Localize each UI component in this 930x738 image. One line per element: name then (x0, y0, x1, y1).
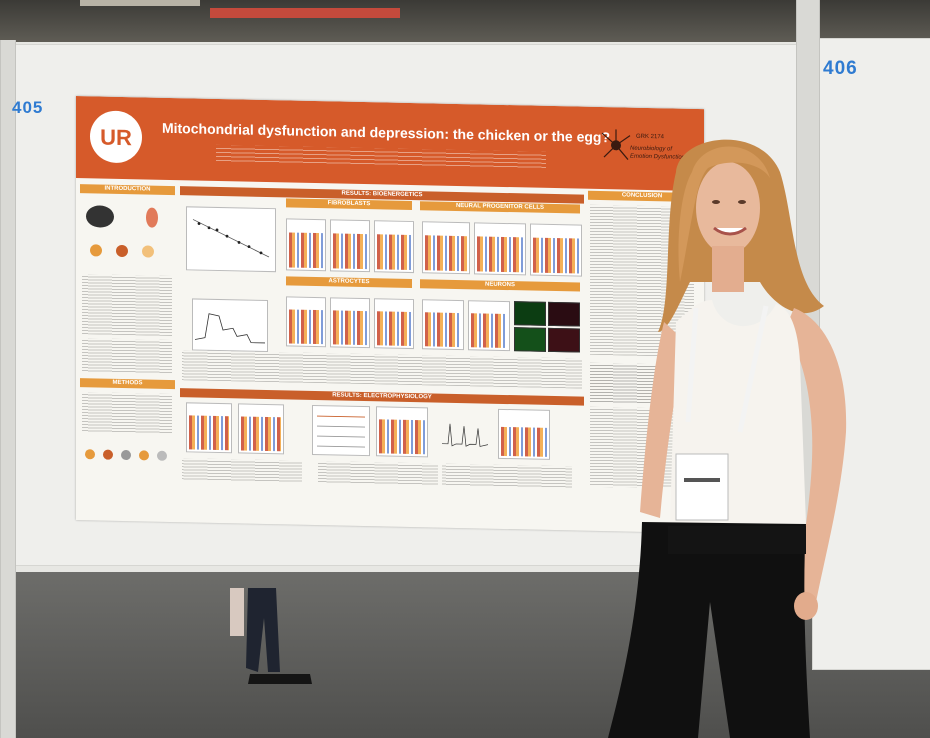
poster-title: Mitochondrial dysfunction and depression… (161, 119, 611, 146)
methods-text (82, 392, 172, 435)
npc-plot-2 (474, 222, 526, 276)
brain-mitochondria-icon (86, 205, 158, 258)
neuron-icon (601, 129, 631, 160)
presenter-figure (608, 139, 847, 738)
astrocyte-plot-1 (286, 296, 326, 348)
ephys-plot-2 (238, 403, 284, 455)
ephys-text-1 (182, 458, 302, 483)
spike-trace (442, 419, 489, 451)
methods-diagram (82, 440, 172, 471)
section-fibroblasts: FIBROBLASTS (286, 198, 412, 211)
astrocyte-plot-2 (330, 297, 370, 349)
correlation-scatter-plot (186, 206, 276, 273)
bioenergetics-summary-text (182, 350, 582, 389)
poster-header: UR Mitochondrial dysfunction and depress… (76, 96, 704, 192)
section-introduction: INTRODUCTION (80, 184, 175, 196)
section-neurons: NEURONS (420, 279, 580, 292)
ephys-trace-plot (312, 404, 370, 457)
npc-plot-3 (530, 223, 582, 277)
microscopy-image-1 (514, 301, 546, 326)
university-logo-icon: UR (90, 110, 142, 163)
ephys-trace-group (317, 415, 365, 448)
neuron-plot-1 (422, 299, 464, 351)
methods-pipeline-icon (85, 449, 167, 461)
panel-number-left: 405 (12, 98, 44, 117)
microscopy-image-2 (548, 301, 580, 327)
microscopy-image-4 (548, 327, 580, 353)
ephys-text-3 (442, 463, 572, 489)
panel-number-right: 406 (823, 58, 858, 79)
poster-authors-block (216, 144, 546, 170)
ceiling-beam (210, 8, 400, 18)
intro-diagram (82, 198, 170, 270)
trace-mark-group (194, 313, 265, 344)
intro-text (82, 274, 172, 337)
microscopy-image-3 (514, 327, 546, 352)
spontaneous-activity-plot (498, 408, 550, 460)
ceiling-duct (80, 0, 200, 6)
svg-text:UR: UR (100, 125, 132, 151)
research-poster: UR Mitochondrial dysfunction and depress… (76, 96, 704, 534)
neuron-plot-2 (468, 300, 510, 352)
scatter-mark-group (192, 219, 270, 258)
background-person-legs (228, 588, 318, 688)
spike-trace-group (442, 423, 489, 447)
fibroblast-plot-3 (374, 220, 414, 274)
fibroblast-plot-2 (330, 219, 370, 273)
legs-shape (230, 588, 312, 684)
presenter-person (580, 132, 880, 738)
npc-plot-1 (422, 221, 470, 275)
astrocyte-plot-3 (374, 298, 414, 350)
respiration-trace-plot (192, 298, 268, 353)
ephys-plot-3 (376, 406, 428, 458)
section-astrocytes: ASTROCYTES (286, 276, 412, 289)
fibroblast-plot-1 (286, 218, 326, 272)
section-methods: METHODS (80, 378, 175, 390)
board-left-post (0, 40, 16, 738)
ephys-plot-1 (186, 402, 232, 454)
grk-logo: GRK 2174 Neurobiology of Emotion Dysfunc… (596, 127, 696, 179)
ephys-text-2 (318, 461, 438, 486)
intro-text-2 (82, 338, 172, 375)
